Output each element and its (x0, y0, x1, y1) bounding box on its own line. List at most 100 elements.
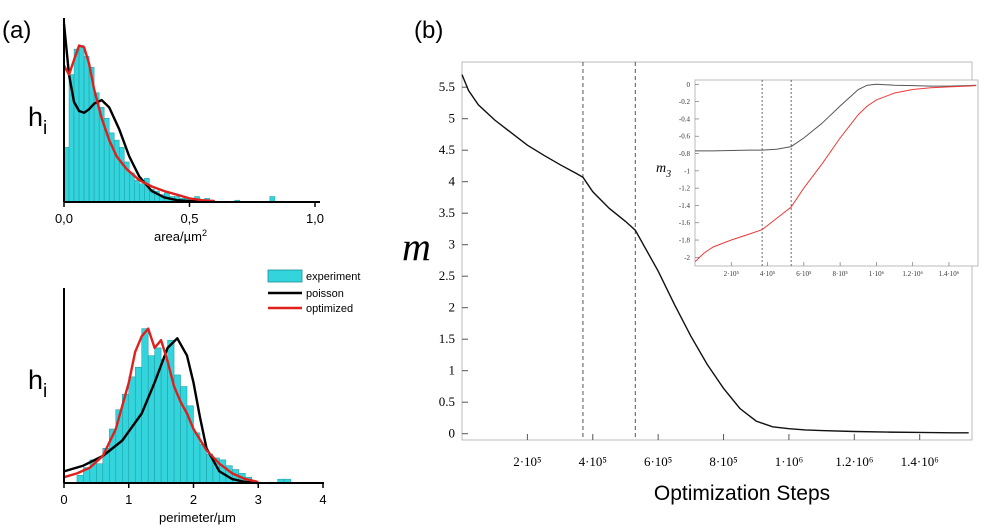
histogram-bar (134, 366, 142, 484)
poisson-curve (63, 337, 259, 485)
x-tick-label: 0,5 (180, 211, 198, 226)
x-tick-label: 1 (125, 492, 132, 507)
inset-x-tick-label: 8·10⁵ (832, 270, 848, 278)
perimeter-ylabel: hi (28, 365, 47, 402)
optimized-curve (62, 44, 215, 203)
x-tick-label: 4 (319, 492, 326, 507)
perimeter-histogram: 0 1 2 3 4 hi perimeter/µm (28, 288, 327, 525)
x-tick-label: 1.4·10⁶ (901, 454, 939, 469)
x-tick-label: 0 (60, 492, 67, 507)
legend-experiment-swatch (267, 269, 303, 283)
inset-frame (694, 79, 979, 267)
histogram-bar (83, 56, 90, 203)
inset-ylabel: m3 (656, 161, 671, 180)
legend-poisson-label: poisson (306, 288, 344, 300)
main-ylabel: m (402, 224, 431, 269)
histogram-bar (76, 475, 84, 484)
histogram-bar (147, 355, 155, 484)
y-tick-label: 1 (449, 363, 456, 378)
histogram-bar (129, 172, 135, 203)
inset-lines (694, 83, 977, 263)
main-xlabel: Optimization Steps (654, 482, 830, 505)
histogram-bar (139, 183, 145, 203)
histogram-bar (118, 147, 125, 203)
m-vs-steps-chart: 0 0.5 1 1.5 2 2.5 3 3.5 4 4.5 5 5.5 2·10⁵ 4·10⁵ 6·10⁵… (402, 61, 979, 505)
inset-y-tick-label: -1.6 (679, 219, 691, 227)
m-curve (461, 74, 969, 434)
main-x-ticks: 2·10⁵ 4·10⁵ 6·10⁵ 8·10⁵ 1·10⁶ 1.2·10⁶ 1.4·10⁶ (513, 434, 939, 469)
inset-y-tick-label: -0.2 (679, 98, 691, 106)
main-lines (461, 74, 969, 434)
inset-y-tick-label: -1 (684, 167, 690, 175)
inset-x-tick-label: 2·10⁵ (724, 270, 740, 278)
y-tick-label: 5 (449, 111, 456, 126)
main-vlines (582, 62, 636, 440)
x-tick-label: 1,0 (306, 211, 324, 226)
legend-optimized-label: optimized (306, 303, 353, 315)
y-tick-label: 5.5 (439, 79, 455, 94)
histogram-bar (134, 179, 140, 203)
area-histogram-bars (63, 45, 276, 203)
inset-y-tick-label: 0 (687, 81, 691, 89)
panel-b-label: (b) (414, 17, 443, 44)
inset-x-tick-label: 6·10⁵ (796, 270, 812, 278)
legend-experiment-label: experiment (306, 271, 360, 283)
histogram-bar (180, 386, 188, 484)
histogram-bar (96, 463, 104, 484)
y-tick-label: 3.5 (439, 205, 455, 220)
histogram-bar (73, 48, 80, 203)
inset-x-tick-label: 1.2·10⁶ (902, 270, 923, 278)
y-tick-label: 4 (449, 174, 456, 189)
inset-y-tick-label: -1.8 (679, 237, 691, 245)
x-tick-label: 6·10⁵ (644, 454, 672, 469)
y-tick-label: 1.5 (439, 331, 455, 346)
inset-x-tick-label: 1.4·10⁶ (939, 270, 960, 278)
perimeter-histogram-lines (63, 327, 259, 485)
area-xlabel: area/µm2 (154, 228, 207, 244)
histogram-bar (113, 139, 120, 203)
y-tick-label: 3 (449, 237, 456, 252)
histogram-bar (78, 45, 85, 203)
x-tick-label: 1.2·10⁶ (835, 454, 873, 469)
poisson-curve (62, 23, 203, 203)
inset-x-tick-label: 1·10⁶ (869, 270, 885, 278)
histogram-bar (160, 359, 168, 484)
area-histogram-lines (62, 23, 215, 203)
main-y-ticks: 0 0.5 1 1.5 2 2.5 3 3.5 4 4.5 5 5.5 (439, 79, 468, 441)
y-tick-label: 0.5 (439, 394, 455, 409)
inset-y-tick-label: -0.6 (679, 133, 691, 141)
inset-y-ticks: 0 -0.2 -0.4 -0.6 -0.8 -1 -1.2 -1.4 -1.6 -1.8 -2 (679, 81, 699, 262)
inset-x-tick-label: 4·10⁵ (760, 270, 776, 278)
perimeter-x-ticks: 0 1 2 3 4 (60, 483, 327, 507)
perimeter-xlabel: perimeter/µm (159, 510, 236, 525)
y-tick-label: 4.5 (439, 142, 455, 157)
inset-vlines (761, 80, 792, 266)
inset-x-ticks: 2·10⁵ 4·10⁵ 6·10⁵ 8·10⁵ 1·10⁶ 1.2·10⁶ 1.4·10⁶ (724, 262, 960, 278)
area-histogram: 0,0 0,5 1,0 hi area/µm2 (28, 18, 324, 244)
panel-a-label: (a) (2, 17, 31, 44)
inset-y-tick-label: -1.2 (679, 185, 691, 193)
y-tick-label: 0 (449, 426, 456, 441)
area-x-ticks: 0,0 0,5 1,0 (55, 202, 324, 226)
x-tick-label: 2·10⁵ (513, 454, 541, 469)
legend: experiment poisson optimized (267, 269, 360, 315)
x-tick-label: 8·10⁵ (709, 454, 737, 469)
area-ylabel: hi (28, 102, 47, 139)
y-tick-label: 2 (449, 300, 456, 315)
x-tick-label: 2 (190, 492, 197, 507)
x-tick-label: 4·10⁵ (579, 454, 607, 469)
x-tick-label: 3 (255, 492, 262, 507)
y-tick-label: 2.5 (439, 268, 455, 283)
histogram-bar (193, 432, 201, 484)
inset-chart: 0 -0.2 -0.4 -0.6 -0.8 -1 -1.2 -1.4 -1.6 -1.8 -2 2·… (656, 79, 979, 278)
x-tick-label: 0,0 (55, 211, 73, 226)
inset-y-tick-label: -1.4 (679, 202, 691, 210)
inset-y-tick-label: -0.8 (679, 150, 691, 158)
inset-black-curve (695, 83, 977, 152)
optimized-curve (63, 327, 259, 484)
inset-y-tick-label: -2 (684, 254, 690, 262)
inset-y-tick-label: -0.4 (679, 115, 691, 123)
perimeter-histogram-bars (76, 328, 291, 484)
x-tick-label: 1·10⁶ (775, 454, 803, 469)
